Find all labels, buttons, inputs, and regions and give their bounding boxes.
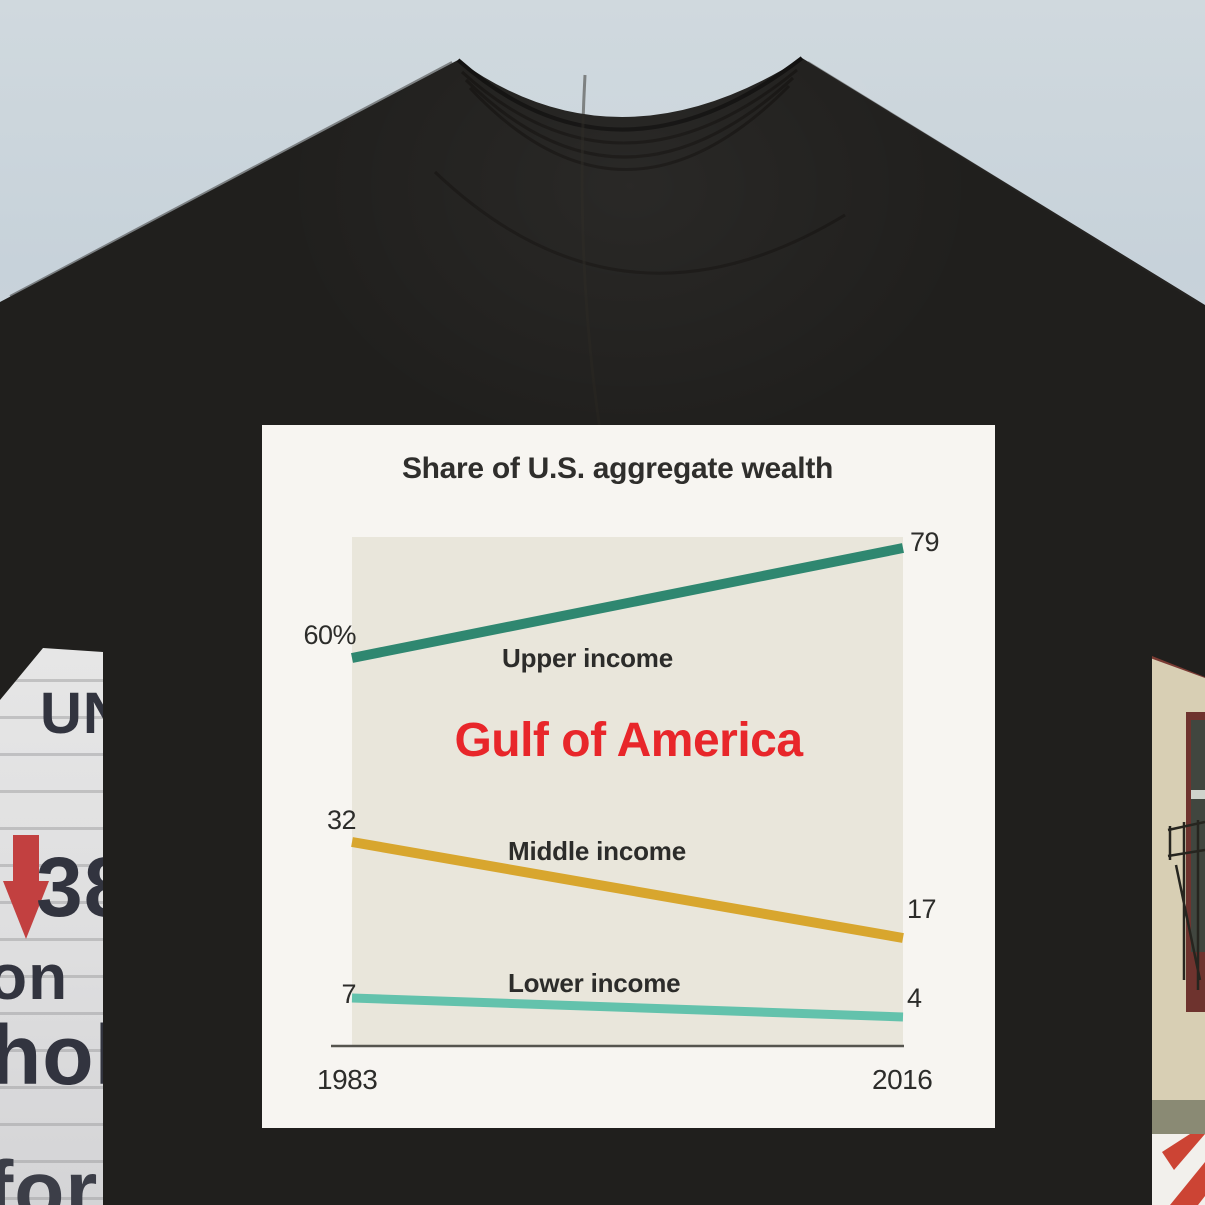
- building-graphic: [1150, 651, 1205, 1205]
- lower-start-value: 7: [341, 979, 356, 1009]
- arrow-head: [3, 881, 49, 939]
- lower-income-label: Lower income: [508, 968, 681, 998]
- fabric-crease: [580, 74, 602, 431]
- upper-start-value: 60%: [303, 620, 356, 650]
- red-down-arrow-icon: [2, 835, 50, 941]
- x-axis-start-year: 1983: [317, 1064, 378, 1095]
- drape-fold: [433, 170, 846, 275]
- middle-start-value: 32: [326, 805, 357, 835]
- chart-title: Share of U.S. aggregate wealth: [401, 452, 834, 485]
- brick-wall-background: UN 38 on holo for Bi: [0, 645, 106, 1205]
- arrow-stem: [13, 835, 39, 885]
- chart-lines: [331, 543, 904, 1048]
- x-axis-end-year: 2016: [872, 1064, 933, 1095]
- upper-end-value: 79: [910, 527, 940, 557]
- wall-sign-text: UN: [40, 681, 106, 746]
- sign-red-stripe: [1170, 1162, 1205, 1205]
- wall-sign-text: for Bi: [0, 1145, 106, 1205]
- sign-red-stripe: [1162, 1134, 1205, 1170]
- fire-escape-railing: [1167, 820, 1205, 990]
- window-sash: [1191, 790, 1205, 799]
- upper-income-line: [351, 543, 904, 663]
- middle-income-line: [351, 837, 904, 943]
- lower-end-value: 4: [907, 983, 922, 1013]
- middle-income-label: Middle income: [508, 836, 686, 866]
- building-band: [1150, 1100, 1205, 1134]
- upper-income-label: Upper income: [502, 643, 673, 673]
- middle-end-value: 17: [907, 894, 937, 924]
- plot-area: [352, 537, 903, 1047]
- collar-seams: [9, 56, 1199, 431]
- building-edge-background: [1150, 650, 1205, 1205]
- wall-sign-text: holo: [0, 1008, 106, 1102]
- printed-chart-card: Share of U.S. aggregate wealth 60% 79 Up…: [262, 425, 995, 1128]
- gulf-of-america-label: Gulf of America: [454, 714, 803, 767]
- wall-sign-text: on: [0, 941, 69, 1013]
- wall-sign-text: 38: [36, 840, 106, 934]
- lower-income-line: [351, 993, 904, 1022]
